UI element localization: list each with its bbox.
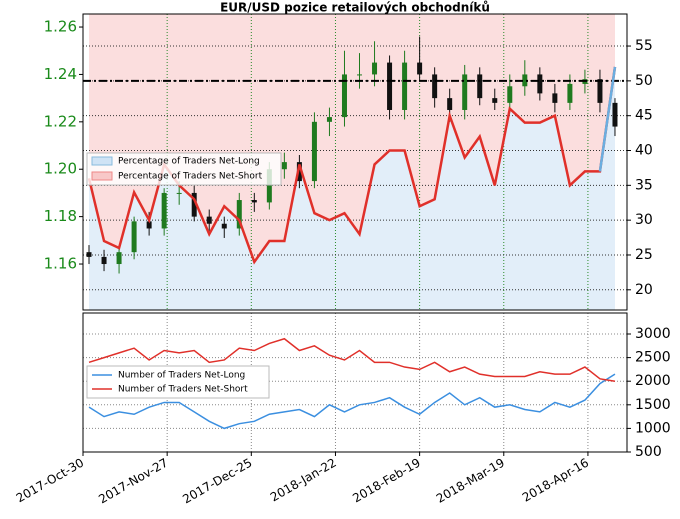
chart-title: EUR/USD pozice retailových obchodníků <box>220 1 490 15</box>
y2-tick-label: 20 <box>635 282 653 298</box>
candle-body <box>176 192 182 194</box>
candle-body <box>522 74 528 87</box>
candle-body <box>341 74 347 118</box>
legend-box <box>86 152 282 186</box>
y2-tick-label: 35 <box>635 177 653 193</box>
long-area <box>83 66 627 310</box>
series-line <box>88 373 616 430</box>
candle-body <box>447 98 453 110</box>
y2-tick-label: 55 <box>635 38 653 54</box>
candle-body <box>612 102 618 127</box>
x-tick-label: 2018-Jan-22 <box>268 456 339 505</box>
y-tick-label: 1.20 <box>44 160 77 178</box>
y2-tick-label: 25 <box>635 247 653 263</box>
candle-body <box>281 162 287 170</box>
legend-label: Number of Traders Net-Short <box>118 385 248 395</box>
candle-body <box>357 74 363 76</box>
x-tick-label: 2017-Nov-27 <box>96 456 170 507</box>
candle-body <box>432 74 438 99</box>
candle-body <box>221 223 227 229</box>
y2-tick-label: 50 <box>635 73 653 89</box>
candle-body <box>477 74 483 99</box>
candle-body <box>161 192 167 229</box>
y2-tick-label: 30 <box>635 212 653 228</box>
candle-body <box>116 252 122 265</box>
x-tick-label: 2018-Apr-16 <box>520 456 591 505</box>
candle-body <box>296 162 302 182</box>
candle-body <box>146 221 152 229</box>
x-tick-label: 2017-Oct-30 <box>14 456 86 506</box>
x-tick-label: 2018-Mar-19 <box>434 456 507 506</box>
candle-body <box>236 200 242 229</box>
y-tick-label: 1.22 <box>44 112 77 130</box>
candle-body <box>567 83 573 103</box>
candle-body <box>311 121 317 182</box>
candle-body <box>251 200 257 203</box>
series-line <box>88 337 616 382</box>
y2-tick-label: 2500 <box>635 350 671 366</box>
candle-body <box>86 252 92 257</box>
candle-body <box>131 221 137 253</box>
y-tick-label: 1.26 <box>44 18 77 36</box>
candle-body <box>372 62 378 75</box>
y2-tick-label: 40 <box>635 143 653 159</box>
candle-body <box>101 256 107 265</box>
legend-label: Percentage of Traders Net-Long <box>118 157 260 167</box>
x-tick-label: 2017-Dec-25 <box>180 456 254 507</box>
plot-frame <box>82 13 628 311</box>
plot-frame <box>82 312 628 453</box>
candle-body <box>537 74 543 94</box>
candle-body <box>387 62 393 110</box>
candle-body <box>462 74 468 110</box>
candle-body <box>552 93 558 103</box>
y2-tick-label: 45 <box>635 108 653 124</box>
candle-body <box>326 117 332 122</box>
candle-body <box>206 216 212 224</box>
legend-box <box>86 365 270 399</box>
candle-body <box>402 62 408 110</box>
legend-label: Number of Traders Net-Long <box>118 371 245 381</box>
y2-tick-label: 1000 <box>635 420 671 436</box>
candle-body <box>507 86 513 103</box>
y2-tick-label: 3000 <box>635 326 671 342</box>
short-area <box>83 14 627 262</box>
candle-body <box>597 79 603 103</box>
candle-body <box>266 169 272 203</box>
percentage-line-above <box>598 66 617 172</box>
y-tick-label: 1.18 <box>44 207 77 225</box>
y2-tick-label: 500 <box>635 444 662 460</box>
y-tick-label: 1.24 <box>44 65 77 83</box>
y2-tick-label: 2000 <box>635 373 671 389</box>
legend-swatch <box>91 171 113 181</box>
legend-label: Percentage of Traders Net-Short <box>118 172 263 182</box>
candle-body <box>417 62 423 75</box>
legend-swatch <box>91 156 113 166</box>
y2-tick-label: 1500 <box>635 397 671 413</box>
x-tick-label: 2018-Feb-19 <box>350 456 423 506</box>
y-tick-label: 1.16 <box>44 255 77 273</box>
candle-body <box>191 192 197 217</box>
candle-body <box>492 98 498 103</box>
